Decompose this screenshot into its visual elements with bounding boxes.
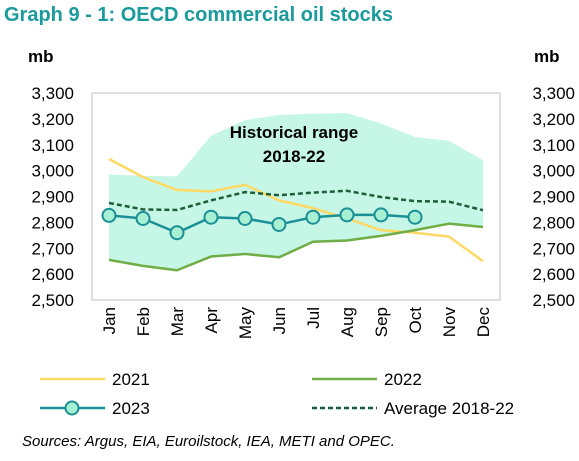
series-point-2023-jan — [101, 207, 117, 223]
chart-title: Graph 9 - 1: OECD commercial oil stocks — [4, 4, 394, 26]
series-point-2023-oct — [407, 209, 423, 225]
y-tick-right-0: 2,500 — [532, 291, 575, 310]
y-tick-left-1: 2,600 — [31, 265, 74, 284]
legend-label-average: Average 2018-22 — [384, 399, 514, 418]
series-point-2023-jun — [271, 216, 287, 232]
y-tick-right-1: 2,600 — [532, 265, 575, 284]
series-line-2021 — [108, 157, 484, 263]
y-tick-right-3: 2,800 — [532, 213, 575, 232]
x-tick-oct: Oct — [406, 307, 425, 334]
y-tick-right-7: 3,200 — [532, 110, 575, 129]
y-tick-right-5: 3,000 — [532, 162, 575, 181]
series-line-2023 — [108, 213, 416, 234]
source-note: Sources: Argus, EIA, Euroilstock, IEA, M… — [22, 433, 395, 450]
y-tick-right-8: 3,300 — [532, 84, 575, 103]
x-tick-may: May — [236, 307, 255, 340]
x-tick-aug: Aug — [338, 307, 357, 337]
y-tick-left-0: 2,500 — [31, 291, 74, 310]
y-axis-unit-left: mb — [28, 47, 54, 66]
legend: 2021 2022 2023 Average 2018-22 — [40, 370, 514, 418]
y-axis-unit-right: mb — [534, 47, 560, 66]
y-tick-left-2: 2,700 — [31, 239, 74, 258]
x-tick-nov: Nov — [440, 307, 459, 338]
x-tick-mar: Mar — [168, 307, 187, 337]
y-tick-left-6: 3,100 — [31, 136, 74, 155]
series-point-2023-sep — [373, 207, 389, 223]
y-tick-right-4: 2,900 — [532, 188, 575, 207]
series-point-2023-jul — [305, 209, 321, 225]
series-point-2023-may — [237, 210, 253, 226]
series-point-2023-feb — [135, 210, 151, 226]
x-tick-feb: Feb — [134, 307, 153, 336]
series-point-2023-aug — [339, 207, 355, 223]
legend-marker-2023 — [64, 400, 80, 416]
y-tick-left-4: 2,900 — [31, 188, 74, 207]
series-line-average-2018-22 — [108, 189, 484, 212]
x-tick-sep: Sep — [372, 307, 391, 337]
legend-label-2023: 2023 — [112, 399, 150, 418]
y-tick-right-2: 2,700 — [532, 239, 575, 258]
y-tick-left-7: 3,200 — [31, 110, 74, 129]
series-point-2023-mar — [169, 225, 185, 241]
x-tick-dec: Dec — [474, 307, 493, 338]
plot-area: 2,500 2,500 2,600 2,600 2,700 2,700 2,800 2,800… — [31, 84, 575, 339]
plot-border — [91, 92, 501, 301]
legend-label-2022: 2022 — [384, 370, 422, 389]
x-tick-jan: Jan — [100, 307, 119, 334]
range-annotation-line2: 2018-22 — [263, 147, 325, 166]
y-tick-left-8: 3,300 — [31, 84, 74, 103]
y-tick-left-3: 2,800 — [31, 213, 74, 232]
y-tick-left-5: 3,000 — [31, 162, 74, 181]
x-tick-apr: Apr — [202, 307, 221, 334]
series-point-2023-apr — [203, 209, 219, 225]
x-tick-jul: Jul — [304, 307, 323, 329]
y-tick-right-6: 3,100 — [532, 136, 575, 155]
x-tick-jun: Jun — [270, 307, 289, 334]
legend-label-2021: 2021 — [112, 370, 150, 389]
series-line-2022 — [108, 222, 484, 272]
range-annotation-line1: Historical range — [230, 123, 359, 142]
